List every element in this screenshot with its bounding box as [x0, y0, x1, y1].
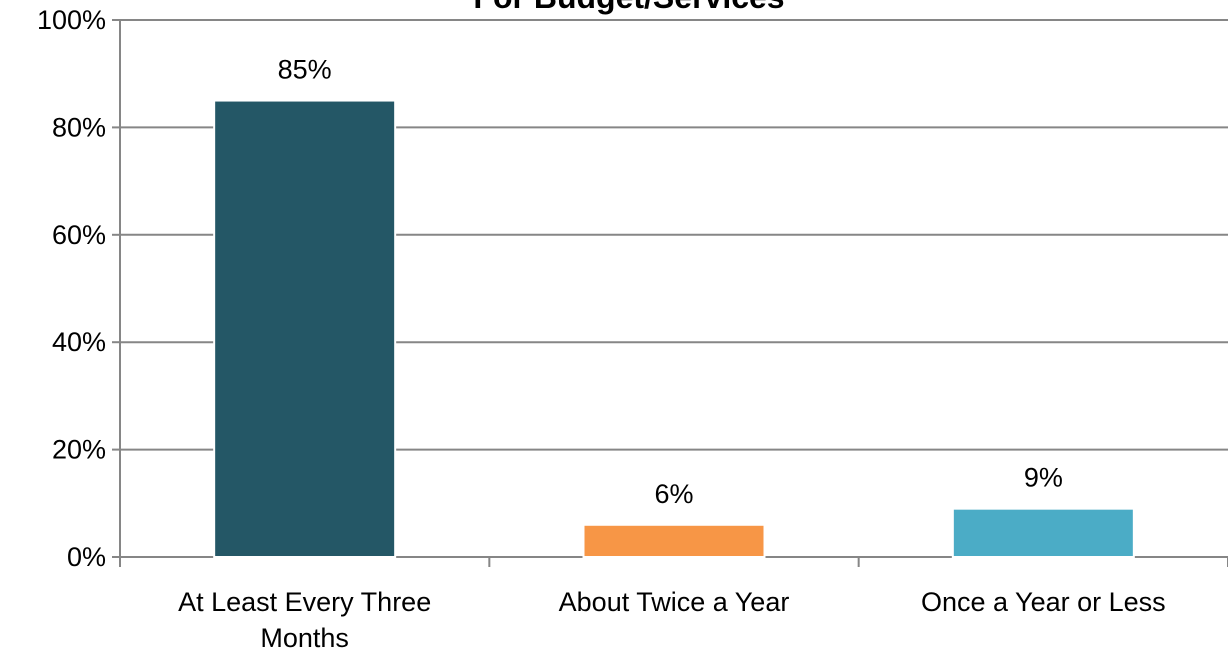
category-label: About Twice a Year [559, 587, 790, 617]
category-labels: At Least Every Three Months About Twice a … [178, 587, 1166, 653]
y-tick-label: 80% [52, 112, 106, 142]
bar [582, 523, 766, 559]
category-label: Once a Year or Less [921, 587, 1166, 617]
y-tick-labels: 0% 20% 40% 60% 80% 100% [37, 5, 106, 572]
data-label-background [262, 48, 347, 91]
chart-title: For Budget/Services [473, 0, 784, 15]
y-tick-label: 0% [67, 542, 106, 572]
y-tick-label: 100% [37, 5, 106, 35]
data-labels: 85% 6% 9% [262, 48, 1086, 515]
bars [213, 99, 1135, 559]
data-label: 85% [278, 55, 332, 85]
category-label: Months [260, 623, 349, 653]
y-tick-label: 60% [52, 220, 106, 250]
y-tick-label: 20% [52, 435, 106, 465]
data-label: 9% [1024, 463, 1063, 493]
data-label-background [1001, 456, 1086, 499]
data-label-background [632, 472, 716, 515]
y-tick-label: 40% [52, 327, 106, 357]
bar [951, 507, 1135, 559]
bar [213, 99, 397, 559]
data-label: 6% [654, 479, 693, 509]
category-label: At Least Every Three [178, 587, 431, 617]
